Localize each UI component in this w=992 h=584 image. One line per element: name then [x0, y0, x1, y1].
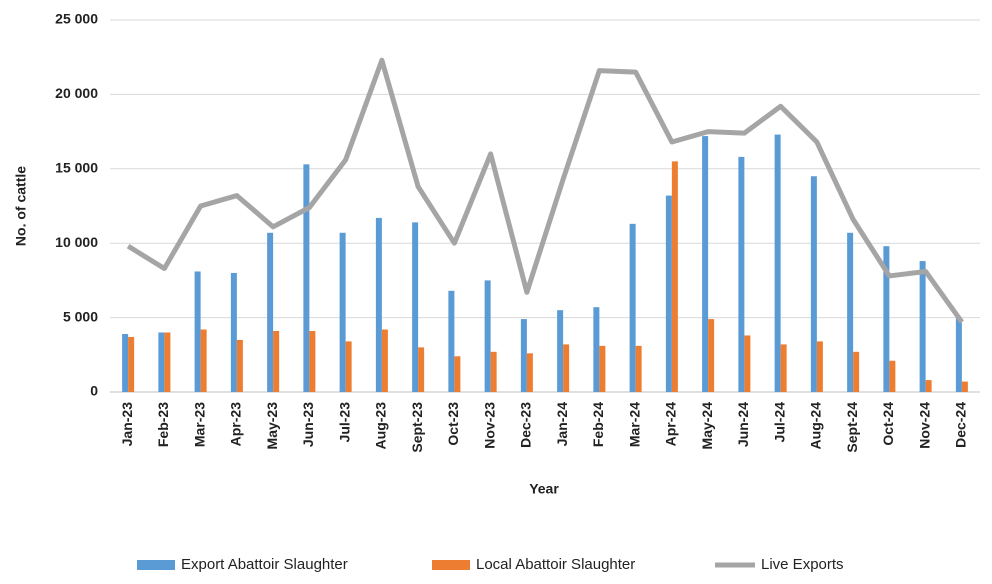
- bar: [738, 156, 745, 392]
- bar: [810, 176, 817, 392]
- x-tick-label: Feb-24: [590, 402, 606, 447]
- x-tick-label: Jun-24: [735, 402, 751, 447]
- x-tick-label: Aug-23: [373, 402, 389, 450]
- bar: [744, 335, 751, 392]
- bar: [635, 345, 642, 392]
- bar: [484, 280, 491, 392]
- bar: [490, 351, 497, 392]
- y-tick-label: 5 000: [63, 308, 98, 324]
- bar: [961, 381, 968, 392]
- bar: [128, 336, 135, 392]
- bar: [236, 339, 243, 392]
- x-tick-label: Mar-24: [626, 402, 642, 447]
- x-tick-label: Oct-23: [445, 402, 461, 446]
- bar: [780, 344, 787, 392]
- bar: [158, 332, 165, 392]
- bar: [200, 329, 207, 392]
- bar: [303, 164, 310, 392]
- bar: [563, 344, 570, 392]
- x-tick-label: Jun-23: [300, 402, 316, 447]
- x-tick-label: Jan-24: [554, 402, 570, 447]
- y-tick-label: 10 000: [55, 234, 98, 250]
- bar: [853, 351, 860, 392]
- legend-label: Live Exports: [761, 556, 844, 573]
- bar: [454, 356, 461, 392]
- bar: [847, 232, 854, 392]
- x-tick-label: Mar-23: [191, 402, 207, 447]
- bar: [671, 161, 678, 392]
- bar: [816, 341, 823, 392]
- x-tick-label: Sept-24: [844, 402, 860, 453]
- bar: [593, 307, 600, 392]
- bar: [230, 272, 237, 392]
- line: [126, 57, 964, 324]
- bar: [273, 330, 280, 392]
- bar: [629, 223, 636, 392]
- bar: [889, 360, 896, 392]
- y-tick-label: 15 000: [55, 160, 98, 176]
- bar: [309, 330, 316, 392]
- x-tick-label: Feb-23: [155, 402, 171, 447]
- legend-label: Local Abattoir Slaughter: [476, 556, 635, 573]
- y-axis-label: No. of cattle: [13, 166, 29, 246]
- bar: [955, 317, 962, 392]
- bar: [919, 261, 926, 392]
- bar: [122, 333, 129, 392]
- bar: [557, 310, 564, 392]
- bar: [345, 341, 352, 392]
- x-tick-label: Dec-23: [518, 402, 534, 448]
- legend-swatch: [432, 560, 470, 570]
- legend-swatch: [137, 560, 175, 570]
- y-tick-label: 20 000: [55, 85, 98, 101]
- bar: [665, 195, 672, 392]
- x-tick-label: Jul-24: [771, 402, 787, 443]
- x-tick-label: Nov-24: [916, 402, 932, 449]
- x-tick-label: Jul-23: [336, 402, 352, 443]
- bar: [599, 345, 606, 392]
- bar: [702, 136, 709, 392]
- bar: [375, 217, 382, 392]
- x-axis-label: Year: [529, 481, 559, 497]
- x-tick-label: Dec-24: [953, 402, 969, 448]
- bar: [448, 290, 455, 392]
- bar: [774, 134, 781, 393]
- bar: [418, 347, 425, 392]
- x-tick-label: Aug-24: [808, 402, 824, 450]
- x-tick-label: Jan-23: [119, 402, 135, 447]
- bar: [267, 232, 274, 392]
- bar: [412, 222, 419, 392]
- x-tick-label: Oct-24: [880, 402, 896, 446]
- legend-label: Export Abattoir Slaughter: [181, 556, 348, 573]
- x-tick-label: Nov-23: [481, 402, 497, 449]
- bar: [520, 319, 527, 392]
- x-tick-label: Sept-23: [409, 402, 425, 453]
- y-tick-label: 0: [90, 383, 98, 399]
- x-tick-label: Apr-24: [663, 402, 679, 447]
- bar: [194, 271, 201, 392]
- y-tick-label: 25 000: [55, 11, 98, 27]
- bar: [339, 232, 346, 392]
- x-tick-label: May-24: [699, 402, 715, 450]
- bar: [883, 246, 890, 392]
- x-tick-label: Apr-23: [228, 402, 244, 447]
- bar: [164, 332, 171, 392]
- bar: [708, 319, 715, 392]
- bar: [925, 380, 932, 392]
- x-tick-label: May-23: [264, 402, 280, 450]
- bar: [526, 353, 533, 392]
- bar: [381, 329, 388, 392]
